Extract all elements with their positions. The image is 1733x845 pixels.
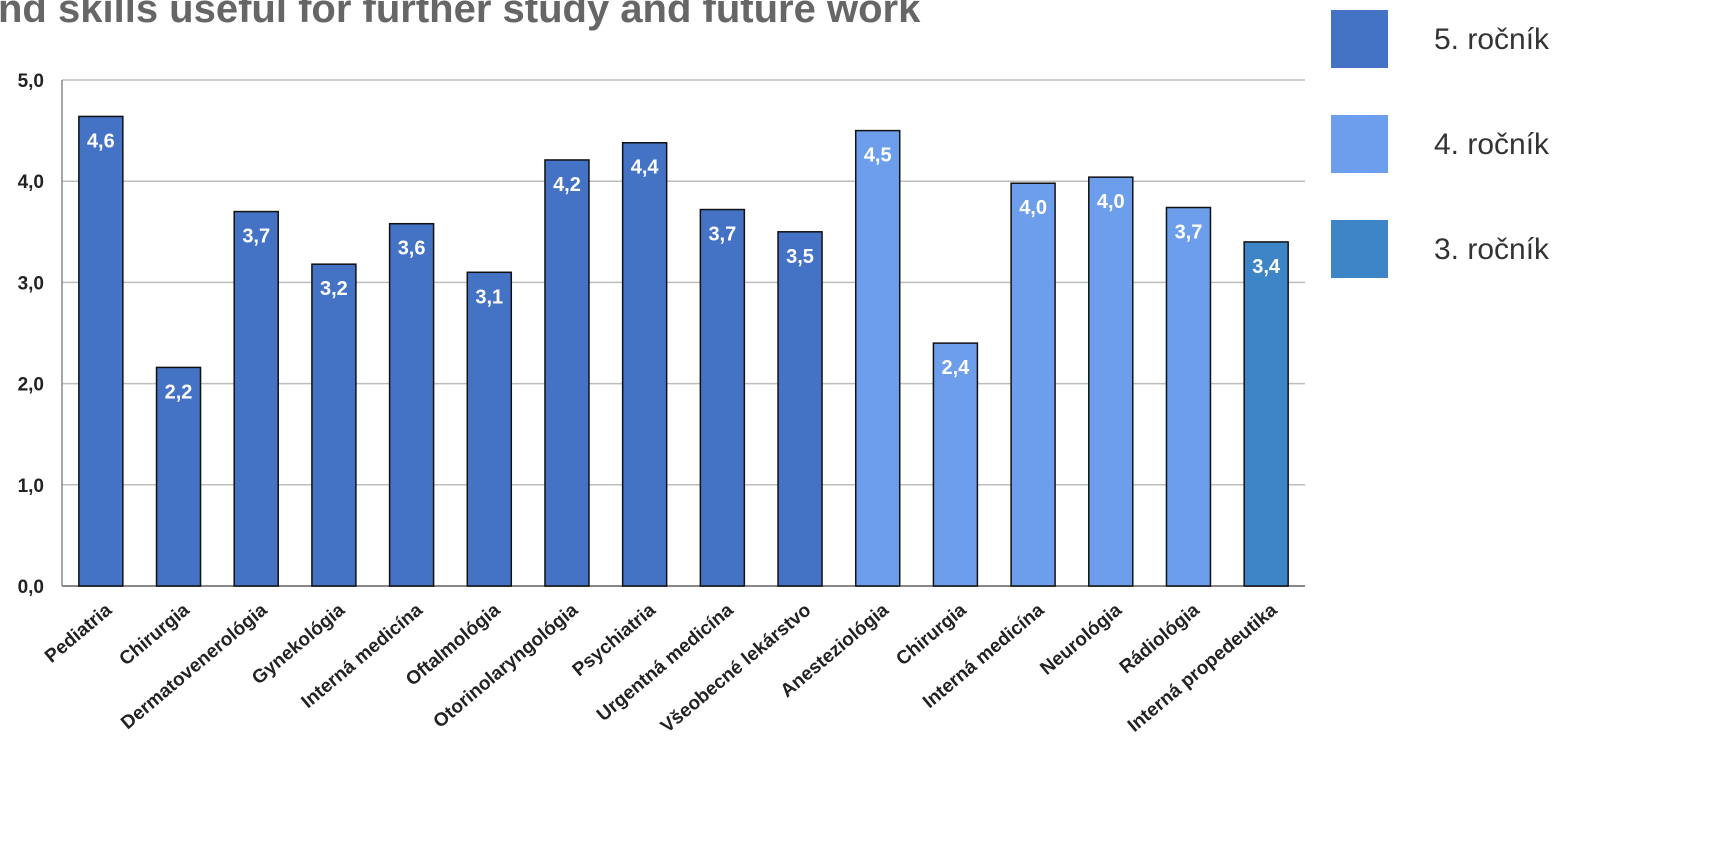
legend-swatch — [1331, 115, 1388, 173]
x-tick-label: Urgentná medicína — [593, 599, 738, 725]
y-tick-label: 5,0 — [18, 71, 44, 92]
bar — [777, 231, 823, 587]
bar — [1165, 206, 1212, 587]
x-tick-label: Pediatria — [41, 599, 116, 667]
data-label: 3,7 — [242, 226, 270, 248]
data-label: 3,2 — [320, 278, 348, 300]
bar — [544, 159, 590, 587]
x-axis: Pediatria ChirurgiaDermatovenerológiaGyne… — [41, 599, 1282, 737]
legend-swatch — [1331, 10, 1388, 68]
data-label: 3,4 — [1252, 256, 1281, 278]
y-tick-label: 0,0 — [18, 577, 44, 598]
x-tick-label: Chirurgia — [892, 599, 971, 670]
data-label: 4,6 — [87, 130, 115, 152]
bar — [466, 271, 513, 587]
legend-label: 5. ročník — [1434, 23, 1550, 56]
x-tick-label: Dermatovenerológia — [117, 599, 272, 733]
chart-title: nd skills useful for further study and f… — [0, 0, 921, 31]
legend-swatch — [1331, 220, 1388, 278]
legend: 5. ročník 4. ročník 3. ročník — [1331, 10, 1550, 278]
bar — [78, 115, 124, 587]
bar — [155, 366, 202, 587]
data-label: 4,0 — [1097, 191, 1125, 213]
y-tick-label: 3,0 — [18, 273, 44, 294]
data-label: 4,5 — [864, 145, 892, 167]
data-label: 3,1 — [475, 286, 503, 308]
bars — [78, 115, 1289, 587]
bar — [699, 208, 746, 587]
data-label: 3,7 — [1175, 222, 1203, 244]
legend-label: 3. ročník — [1434, 233, 1550, 266]
data-label: 4,0 — [1019, 197, 1047, 219]
bar — [854, 129, 901, 587]
x-tick-label: Neurológia — [1036, 599, 1126, 679]
bar — [388, 222, 435, 587]
legend-label: 4. ročník — [1434, 128, 1550, 161]
bar — [311, 263, 357, 587]
data-label: 3,5 — [786, 246, 814, 268]
data-label: 2,2 — [165, 381, 193, 403]
bar — [233, 210, 279, 587]
data-label: 4,4 — [631, 157, 660, 179]
data-label: 2,4 — [942, 357, 971, 379]
bar — [932, 342, 979, 587]
x-tick-label: Chirurgia — [116, 599, 195, 670]
x-tick-label: Otorinolaryngológia — [430, 599, 583, 732]
bar — [621, 141, 668, 587]
data-label: 3,7 — [708, 224, 736, 246]
x-tick-label: Všeobecné lekárstvo — [657, 600, 815, 738]
y-axis: 0,0 1,0 2,0 3,0 4,0 5,0 — [18, 71, 44, 598]
bar — [1088, 176, 1134, 587]
y-tick-label: 4,0 — [18, 172, 44, 193]
x-tick-label: Interná propedeutika — [1124, 599, 1282, 736]
bar — [1010, 182, 1056, 587]
y-tick-label: 2,0 — [18, 375, 44, 396]
data-labels: 4,6 2,2 3,7 3,2 3,6 3,1 4,2 4,4 3,7 3,5 4,5 2,4 4,0 4… — [87, 130, 1281, 403]
bar — [1243, 241, 1289, 587]
data-label: 4,2 — [553, 174, 581, 196]
y-tick-label: 1,0 — [18, 476, 44, 497]
data-label: 3,6 — [398, 238, 426, 260]
